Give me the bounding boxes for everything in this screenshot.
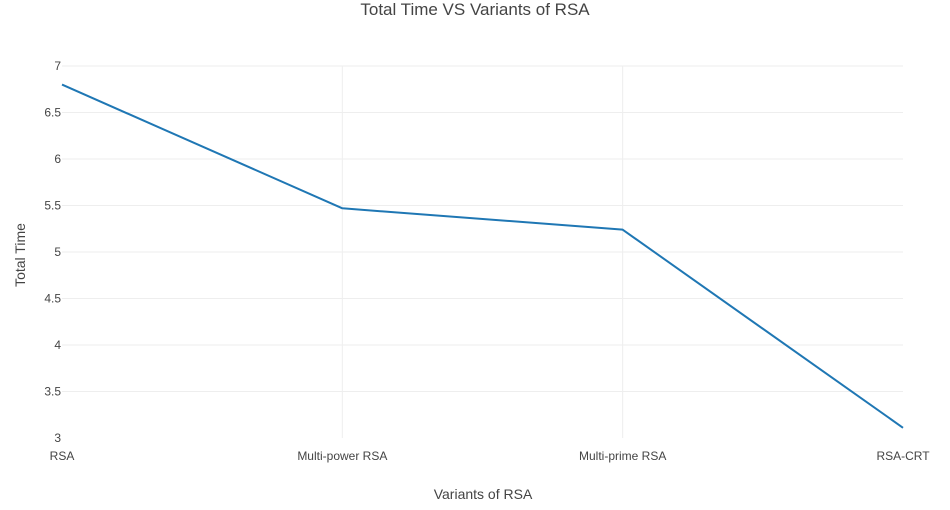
grid (62, 65, 903, 438)
y-tick-label: 5.5 (44, 199, 61, 213)
series-layer (61, 83, 904, 429)
y-tick-label: 7 (54, 59, 61, 73)
x-tick-label: Multi-power RSA (297, 449, 387, 463)
y-tick-label: 4 (54, 338, 61, 352)
y-axis-ticks: 3 3.5 4 4.5 5 5.5 6 6.5 7 (44, 59, 61, 445)
x-tick-label: Multi-prime RSA (579, 449, 666, 463)
x-axis-title: Variants of RSA (434, 486, 533, 502)
chart-title: Total Time VS Variants of RSA (360, 0, 590, 19)
y-tick-label: 6 (54, 152, 61, 166)
y-tick-label: 5 (54, 245, 61, 259)
y-tick-label: 3.5 (44, 385, 61, 399)
y-tick-label: 6.5 (44, 106, 61, 120)
x-tick-label: RSA (50, 449, 75, 463)
y-axis-title: Total Time (12, 223, 28, 287)
x-axis-ticks: RSA Multi-power RSA Multi-prime RSA RSA-CRT (50, 449, 931, 463)
y-tick-label: 4.5 (44, 292, 61, 306)
y-tick-label: 3 (54, 431, 61, 445)
x-tick-label: RSA-CRT (876, 449, 930, 463)
series-line (61, 83, 904, 429)
